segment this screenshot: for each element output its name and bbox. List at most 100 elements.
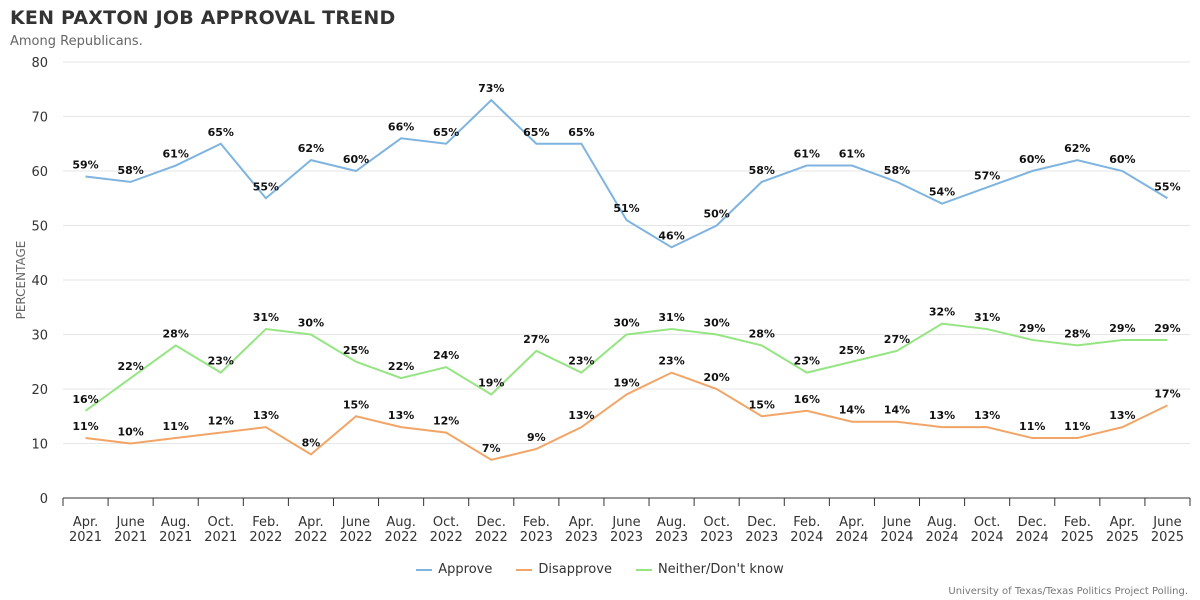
data-label: 65% [208, 126, 234, 139]
x-tick-label: Dec. 2022 [475, 515, 508, 545]
data-label: 55% [253, 180, 279, 193]
data-label: 58% [117, 164, 143, 177]
x-tick-label: Apr. 2022 [294, 515, 327, 545]
series-line-disapprove [85, 371, 1168, 461]
data-label: 13% [253, 409, 279, 422]
legend-item[interactable]: Approve [416, 562, 492, 577]
legend-item[interactable]: Disapprove [516, 562, 612, 577]
data-label: 9% [527, 431, 546, 444]
x-tick-label: Apr. 2023 [565, 515, 598, 545]
data-label: 22% [117, 360, 143, 373]
data-label: 11% [1064, 420, 1090, 433]
x-tick-label: June 2021 [114, 515, 147, 545]
data-label: 11% [72, 420, 98, 433]
data-label: 29% [1019, 322, 1045, 335]
chart-title: KEN PAXTON JOB APPROVAL TREND [10, 7, 396, 29]
data-label: 29% [1109, 322, 1135, 335]
y-tick-label: 30 [31, 329, 48, 344]
data-label: 29% [1154, 322, 1180, 335]
x-tick-label: June 2022 [339, 515, 372, 545]
data-label: 66% [388, 120, 414, 133]
x-tick-label: June 2025 [1151, 515, 1184, 545]
data-label: 62% [1064, 142, 1090, 155]
legend-swatch [516, 568, 533, 571]
chart-legend: Approve Disapprove Neither/Don't know [0, 562, 1200, 577]
y-tick-label: 10 [31, 438, 48, 453]
y-tick-label: 40 [31, 274, 48, 289]
data-label: 31% [974, 311, 1000, 324]
data-label: 15% [749, 398, 775, 411]
data-label: 12% [433, 415, 459, 428]
data-label: 30% [298, 317, 324, 330]
data-label: 57% [974, 169, 1000, 182]
x-tick-label: Apr. 2021 [69, 515, 102, 545]
series-line-neither-don-t-know [84, 322, 1168, 412]
x-tick-label: Aug. 2022 [385, 515, 418, 545]
data-label: 27% [884, 333, 910, 346]
source-note: University of Texas/Texas Politics Proje… [948, 586, 1188, 597]
data-label: 8% [302, 436, 321, 449]
x-tick-label: Aug. 2023 [655, 515, 688, 545]
legend-label: Approve [438, 562, 493, 577]
data-label: 51% [613, 202, 639, 215]
data-label: 59% [72, 158, 98, 171]
legend-swatch [635, 568, 652, 571]
data-label: 15% [343, 398, 369, 411]
data-label: 19% [613, 376, 639, 389]
data-label: 25% [839, 344, 865, 357]
data-label: 11% [163, 420, 189, 433]
data-label: 28% [749, 327, 775, 340]
data-label: 65% [433, 126, 459, 139]
data-label: 13% [388, 409, 414, 422]
x-tick-label: Oct. 2022 [430, 515, 463, 545]
data-label: 61% [839, 148, 865, 161]
data-label: 55% [1154, 180, 1180, 193]
data-label: 65% [523, 126, 549, 139]
data-label: 31% [658, 311, 684, 324]
data-label: 50% [703, 208, 729, 221]
data-label: 20% [703, 371, 729, 384]
data-label: 54% [929, 186, 955, 199]
data-label: 24% [433, 349, 459, 362]
data-label: 58% [749, 164, 775, 177]
x-tick-label: Aug. 2024 [926, 515, 959, 545]
x-tick-label: June 2024 [880, 515, 913, 545]
data-label: 23% [658, 355, 684, 368]
legend-label: Neither/Don't know [657, 562, 784, 577]
data-label: 27% [523, 333, 549, 346]
data-label: 13% [929, 409, 955, 422]
data-label: 23% [568, 355, 594, 368]
y-tick-label: 50 [31, 220, 48, 235]
data-label: 12% [208, 415, 234, 428]
x-tick-label: Oct. 2023 [700, 515, 733, 545]
data-label: 31% [253, 311, 279, 324]
y-tick-label: 70 [31, 111, 48, 126]
data-label: 22% [388, 360, 414, 373]
y-tick-label: 20 [31, 383, 48, 398]
x-tick-label: Dec. 2023 [745, 515, 778, 545]
x-tick-label: Oct. 2024 [971, 515, 1004, 545]
data-label: 23% [208, 355, 234, 368]
y-tick-label: 0 [40, 492, 48, 507]
data-label: 62% [298, 142, 324, 155]
data-label: 13% [974, 409, 1000, 422]
x-tick-label: Feb. 2024 [790, 515, 823, 545]
data-label: 16% [794, 393, 820, 406]
x-tick-label: Feb. 2025 [1061, 515, 1094, 545]
y-axis-label: PERCENTAGE [14, 241, 28, 320]
data-label: 10% [117, 426, 143, 439]
data-label: 32% [929, 306, 955, 319]
x-tick-label: Feb. 2022 [249, 515, 282, 545]
x-tick-label: Oct. 2021 [204, 515, 237, 545]
series-line-approve [85, 98, 1168, 249]
x-tick-label: Aug. 2021 [159, 515, 192, 545]
data-label: 13% [568, 409, 594, 422]
data-label: 14% [839, 404, 865, 417]
legend-item[interactable]: Neither/Don't know [635, 562, 784, 577]
y-tick-label: 80 [31, 56, 48, 71]
data-label: 23% [794, 355, 820, 368]
data-label: 61% [794, 148, 820, 161]
data-label: 11% [1019, 420, 1045, 433]
x-tick-label: Apr. 2025 [1106, 515, 1139, 545]
